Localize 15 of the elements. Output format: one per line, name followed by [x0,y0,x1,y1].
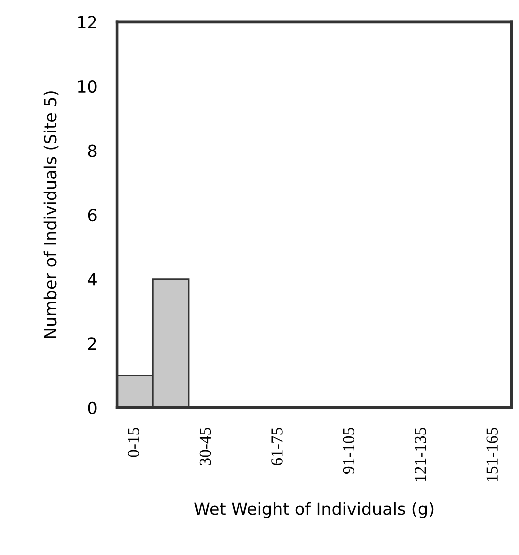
x-axis-title: Wet Weight of Individuals (g) [194,502,434,518]
x-tick-label: 61-75 [272,428,283,466]
x-tick-label: 0-15 [128,428,140,458]
x-tick-label: 121-135 [415,428,426,482]
y-tick-label: 10 [78,80,97,94]
y-tick-label: 2 [88,338,96,350]
y-tick-label: 0 [88,402,97,414]
y-tick-label: 4 [88,274,97,286]
x-tick-label: 30-45 [200,428,212,466]
y-tick-label: 6 [88,209,97,222]
x-tick-label: 91-105 [343,428,355,474]
y-axis-title: Number of Individuals (Site 5) [44,92,59,338]
y-tick-label: 8 [88,144,97,158]
x-tick-label: 151-165 [486,428,498,482]
y-tick-label: 12 [78,16,96,29]
